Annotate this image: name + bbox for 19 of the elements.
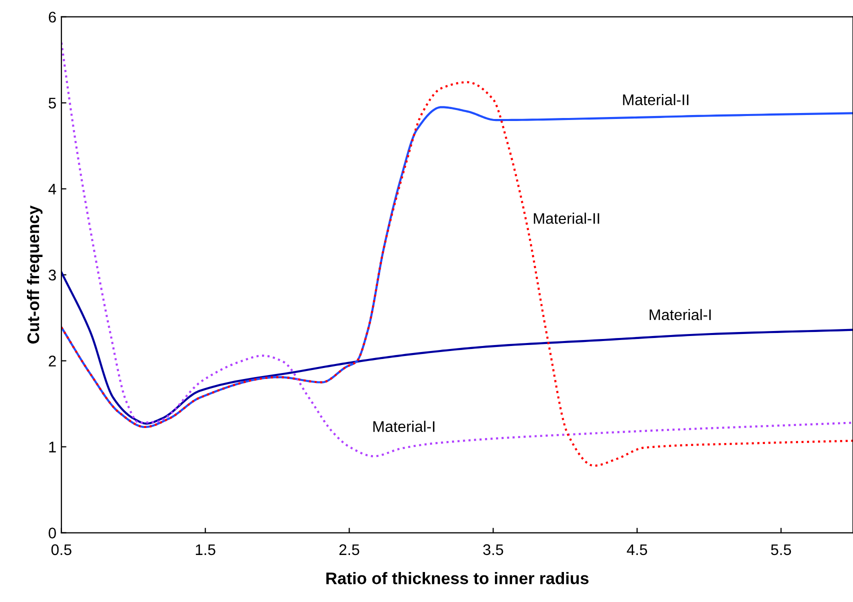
x-tick-label: 4.5 [626,544,648,556]
x-tick-label: 5.5 [771,544,792,556]
x-tick-label: 3.5 [483,544,504,556]
series-label: Material-II [534,212,600,224]
y-tick-label: 4 [48,184,56,194]
y-axis-title: Cut-off frequency [26,205,43,344]
y-tick-label: 2 [48,356,56,366]
y-tick-label: 1 [49,442,56,452]
x-tick-label: 0.5 [51,544,72,556]
y-tick-label: 6 [48,12,56,23]
series-label: Material-I [650,308,711,320]
x-axis-title: Ratio of thickness to inner radius [326,572,588,584]
series-label: Material-I [373,420,434,432]
y-tick-label: 3 [48,270,56,280]
y-tick-label: 0 [48,528,56,538]
x-tick-label: 2.5 [339,544,360,556]
series-label: Material-II [623,94,688,106]
y-tick-label: 5 [48,98,56,109]
x-tick-label: 1.5 [196,544,216,556]
